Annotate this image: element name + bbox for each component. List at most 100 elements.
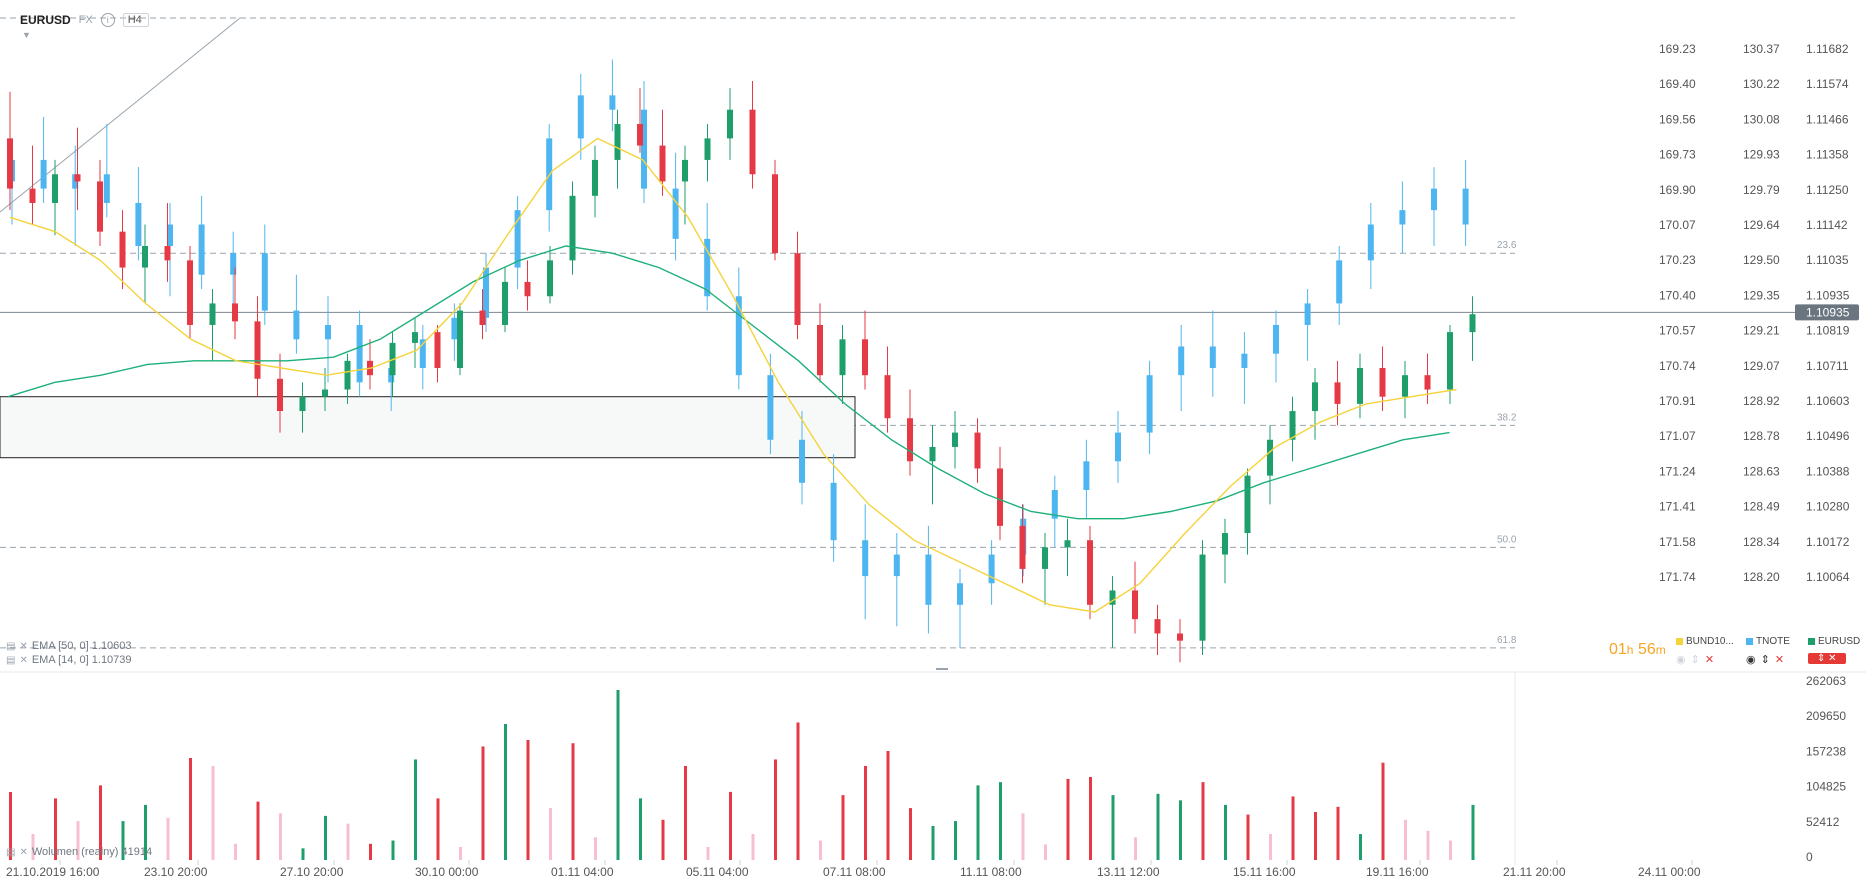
eurusd-candle [1424, 375, 1431, 390]
bund-candle [514, 210, 521, 268]
price-tick-label: 1.10496 [1806, 429, 1850, 443]
volume-legend[interactable]: ▤ ✕ Wolumen (realny) 41914 [6, 846, 152, 858]
time-tick-label: 19.11 16:00 [1366, 865, 1429, 879]
price-tick-label: 1.11574 [1806, 77, 1849, 91]
time-tick-label: 27.10 20:00 [280, 865, 344, 879]
close-icon[interactable]: ✕ [19, 846, 28, 858]
price-tick-label: 129.35 [1743, 288, 1780, 302]
price-tick-label: 169.40 [1659, 77, 1696, 91]
bund-candle [735, 296, 742, 376]
volume-bar [819, 840, 822, 860]
eurusd-candle [1402, 375, 1408, 397]
legend-eurusd[interactable]: EURUSD ⇕ ✕ [1808, 636, 1860, 664]
volume-bar [391, 840, 395, 860]
eye-icon[interactable]: ◉ [1746, 654, 1756, 666]
eurusd-candle [637, 124, 643, 146]
candle-countdown: 01h 56m [1609, 641, 1666, 659]
series-toggle[interactable]: ⇕ ✕ [1808, 653, 1846, 664]
volume-bar [616, 690, 620, 860]
countdown-hours: 01 [1609, 641, 1627, 658]
legend-swatch [1808, 638, 1815, 645]
settings-icon[interactable]: ▤ [6, 846, 16, 858]
eurusd-candle [794, 253, 801, 325]
bund-candle [577, 95, 584, 139]
settings-icon[interactable]: ▤ [6, 640, 16, 652]
volume-bar [279, 813, 282, 860]
eurusd-candle [727, 109, 733, 139]
bund-candle [609, 95, 616, 110]
close-icon[interactable]: ✕ [1704, 654, 1715, 666]
close-icon[interactable]: ✕ [1774, 654, 1785, 666]
bund-candle [167, 224, 173, 247]
bund-candle [325, 324, 331, 340]
eurusd-candle [164, 246, 171, 261]
volume-bar [1134, 837, 1137, 860]
legend-bund[interactable]: BUND10... ◉ ⇕ ✕ [1676, 636, 1734, 666]
ema50-legend[interactable]: ▤ ✕ EMA [50, 0] 1.10603 [6, 640, 132, 652]
bund-candle [830, 482, 837, 541]
volume-bar [571, 743, 575, 860]
volume-bar [909, 808, 912, 860]
timeframe-select[interactable]: H4 [122, 13, 149, 27]
price-tick-label: 171.07 [1659, 429, 1696, 443]
bund-candle [261, 253, 268, 311]
volume-bar [1044, 844, 1047, 860]
eye-icon[interactable]: ◉ [1676, 654, 1686, 666]
price-tick-label: 1.11142 [1806, 218, 1848, 232]
bund-candle [1209, 346, 1216, 369]
fib-label: 50.0 [1497, 534, 1517, 545]
fib-label: 38.2 [1497, 412, 1517, 423]
volume-bar [324, 815, 327, 860]
volume-bar [31, 834, 35, 860]
close-icon[interactable]: ✕ [19, 640, 28, 652]
eurusd-candle [1267, 439, 1273, 476]
price-tick-label: 1.10819 [1806, 324, 1850, 338]
price-tick-label: 130.08 [1743, 112, 1780, 126]
eurusd-candle [772, 174, 778, 254]
eurusd-candle [254, 321, 261, 379]
settings-icon[interactable]: ▤ [6, 654, 16, 666]
countdown-minutes: 56 [1637, 641, 1656, 658]
volume-bar [639, 798, 642, 860]
chevron-down-icon[interactable]: ▼ [22, 30, 31, 40]
volume-bar [954, 821, 957, 860]
info-icon[interactable]: i [100, 13, 115, 27]
bund-candle [293, 310, 300, 340]
sort-icon[interactable]: ⇕ [1760, 654, 1770, 666]
eurusd-candle [502, 281, 508, 325]
volume-bar [1314, 811, 1317, 860]
time-tick-label: 21.11 20:00 [1503, 865, 1566, 879]
pane-resize-handle[interactable] [936, 668, 948, 670]
eurusd-candle [839, 339, 846, 376]
trend-line [0, 17, 241, 213]
eurusd-candle [52, 174, 58, 203]
close-icon[interactable]: ✕ [19, 654, 28, 666]
legend-tnote[interactable]: TNOTE ◉ ⇕ ✕ [1746, 636, 1790, 666]
volume-bar [76, 821, 80, 860]
eurusd-candle [187, 260, 193, 325]
price-tick-label: 170.57 [1659, 324, 1696, 338]
countdown-m-unit: m [1655, 643, 1666, 657]
sort-icon[interactable]: ⇕ [1690, 654, 1700, 666]
volume-bar [1471, 804, 1475, 860]
bund-candle [1273, 324, 1279, 354]
price-tick-label: 171.74 [1659, 570, 1696, 584]
instrument-symbol[interactable]: EURUSD [20, 13, 71, 27]
ema14-legend[interactable]: ▤ ✕ EMA [14, 0] 1.10739 [6, 654, 132, 666]
time-tick-label: 15.11 16:00 [1233, 865, 1296, 879]
bund-candle [419, 339, 426, 369]
volume-bar [1381, 762, 1385, 860]
eurusd-candle [884, 375, 891, 419]
volume-bar [864, 765, 867, 860]
eurusd-candle [344, 360, 351, 390]
countdown-h-unit: h [1626, 643, 1634, 657]
eurusd-candle [479, 310, 486, 325]
ema14-label: EMA [14, 0] 1.10739 [31, 654, 132, 666]
price-tick-label: 170.40 [1659, 288, 1696, 302]
volume-bar [976, 785, 980, 860]
volume-bar [1179, 800, 1182, 860]
eurusd-candle [952, 432, 958, 447]
price-tick-label: 128.34 [1743, 535, 1780, 549]
